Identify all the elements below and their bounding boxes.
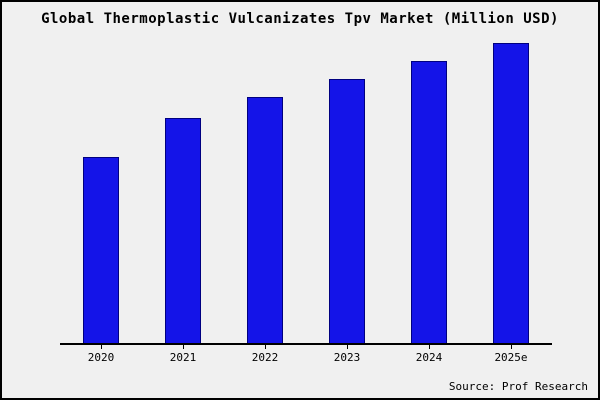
bar-area (60, 34, 552, 343)
x-axis: 2020 2021 2022 2023 2024 2025e (60, 343, 552, 364)
bar-2020 (83, 157, 119, 343)
chart-title: Global Thermoplastic Vulcanizates Tpv Ma… (41, 11, 559, 27)
x-tick-cell: 2021 (142, 345, 224, 364)
x-tick-label: 2020 (87, 351, 115, 364)
x-tick-label: 2025e (494, 351, 528, 364)
x-tick-label: 2022 (251, 351, 279, 364)
x-tick-label: 2021 (169, 351, 197, 364)
bar-2021 (165, 118, 201, 343)
source-note: Source: Prof Research (448, 380, 588, 393)
x-tick-cell: 2022 (224, 345, 306, 364)
bar-2025e (493, 43, 529, 343)
x-tick-cell: 2024 (388, 345, 470, 364)
x-tick-cell: 2020 (60, 345, 142, 364)
x-tick-mark (182, 345, 184, 349)
x-tick-mark (346, 345, 348, 349)
x-tick-label: 2024 (415, 351, 443, 364)
x-tick-mark (428, 345, 430, 349)
bar-2023 (329, 79, 365, 343)
x-tick-mark (264, 345, 266, 349)
x-tick-label: 2023 (333, 351, 361, 364)
x-tick-cell: 2023 (306, 345, 388, 364)
x-tick-mark (100, 345, 102, 349)
x-tick-cell: 2025e (470, 345, 552, 364)
bar-2024 (411, 61, 447, 343)
bar-2022 (247, 97, 283, 343)
x-tick-mark (510, 345, 512, 349)
